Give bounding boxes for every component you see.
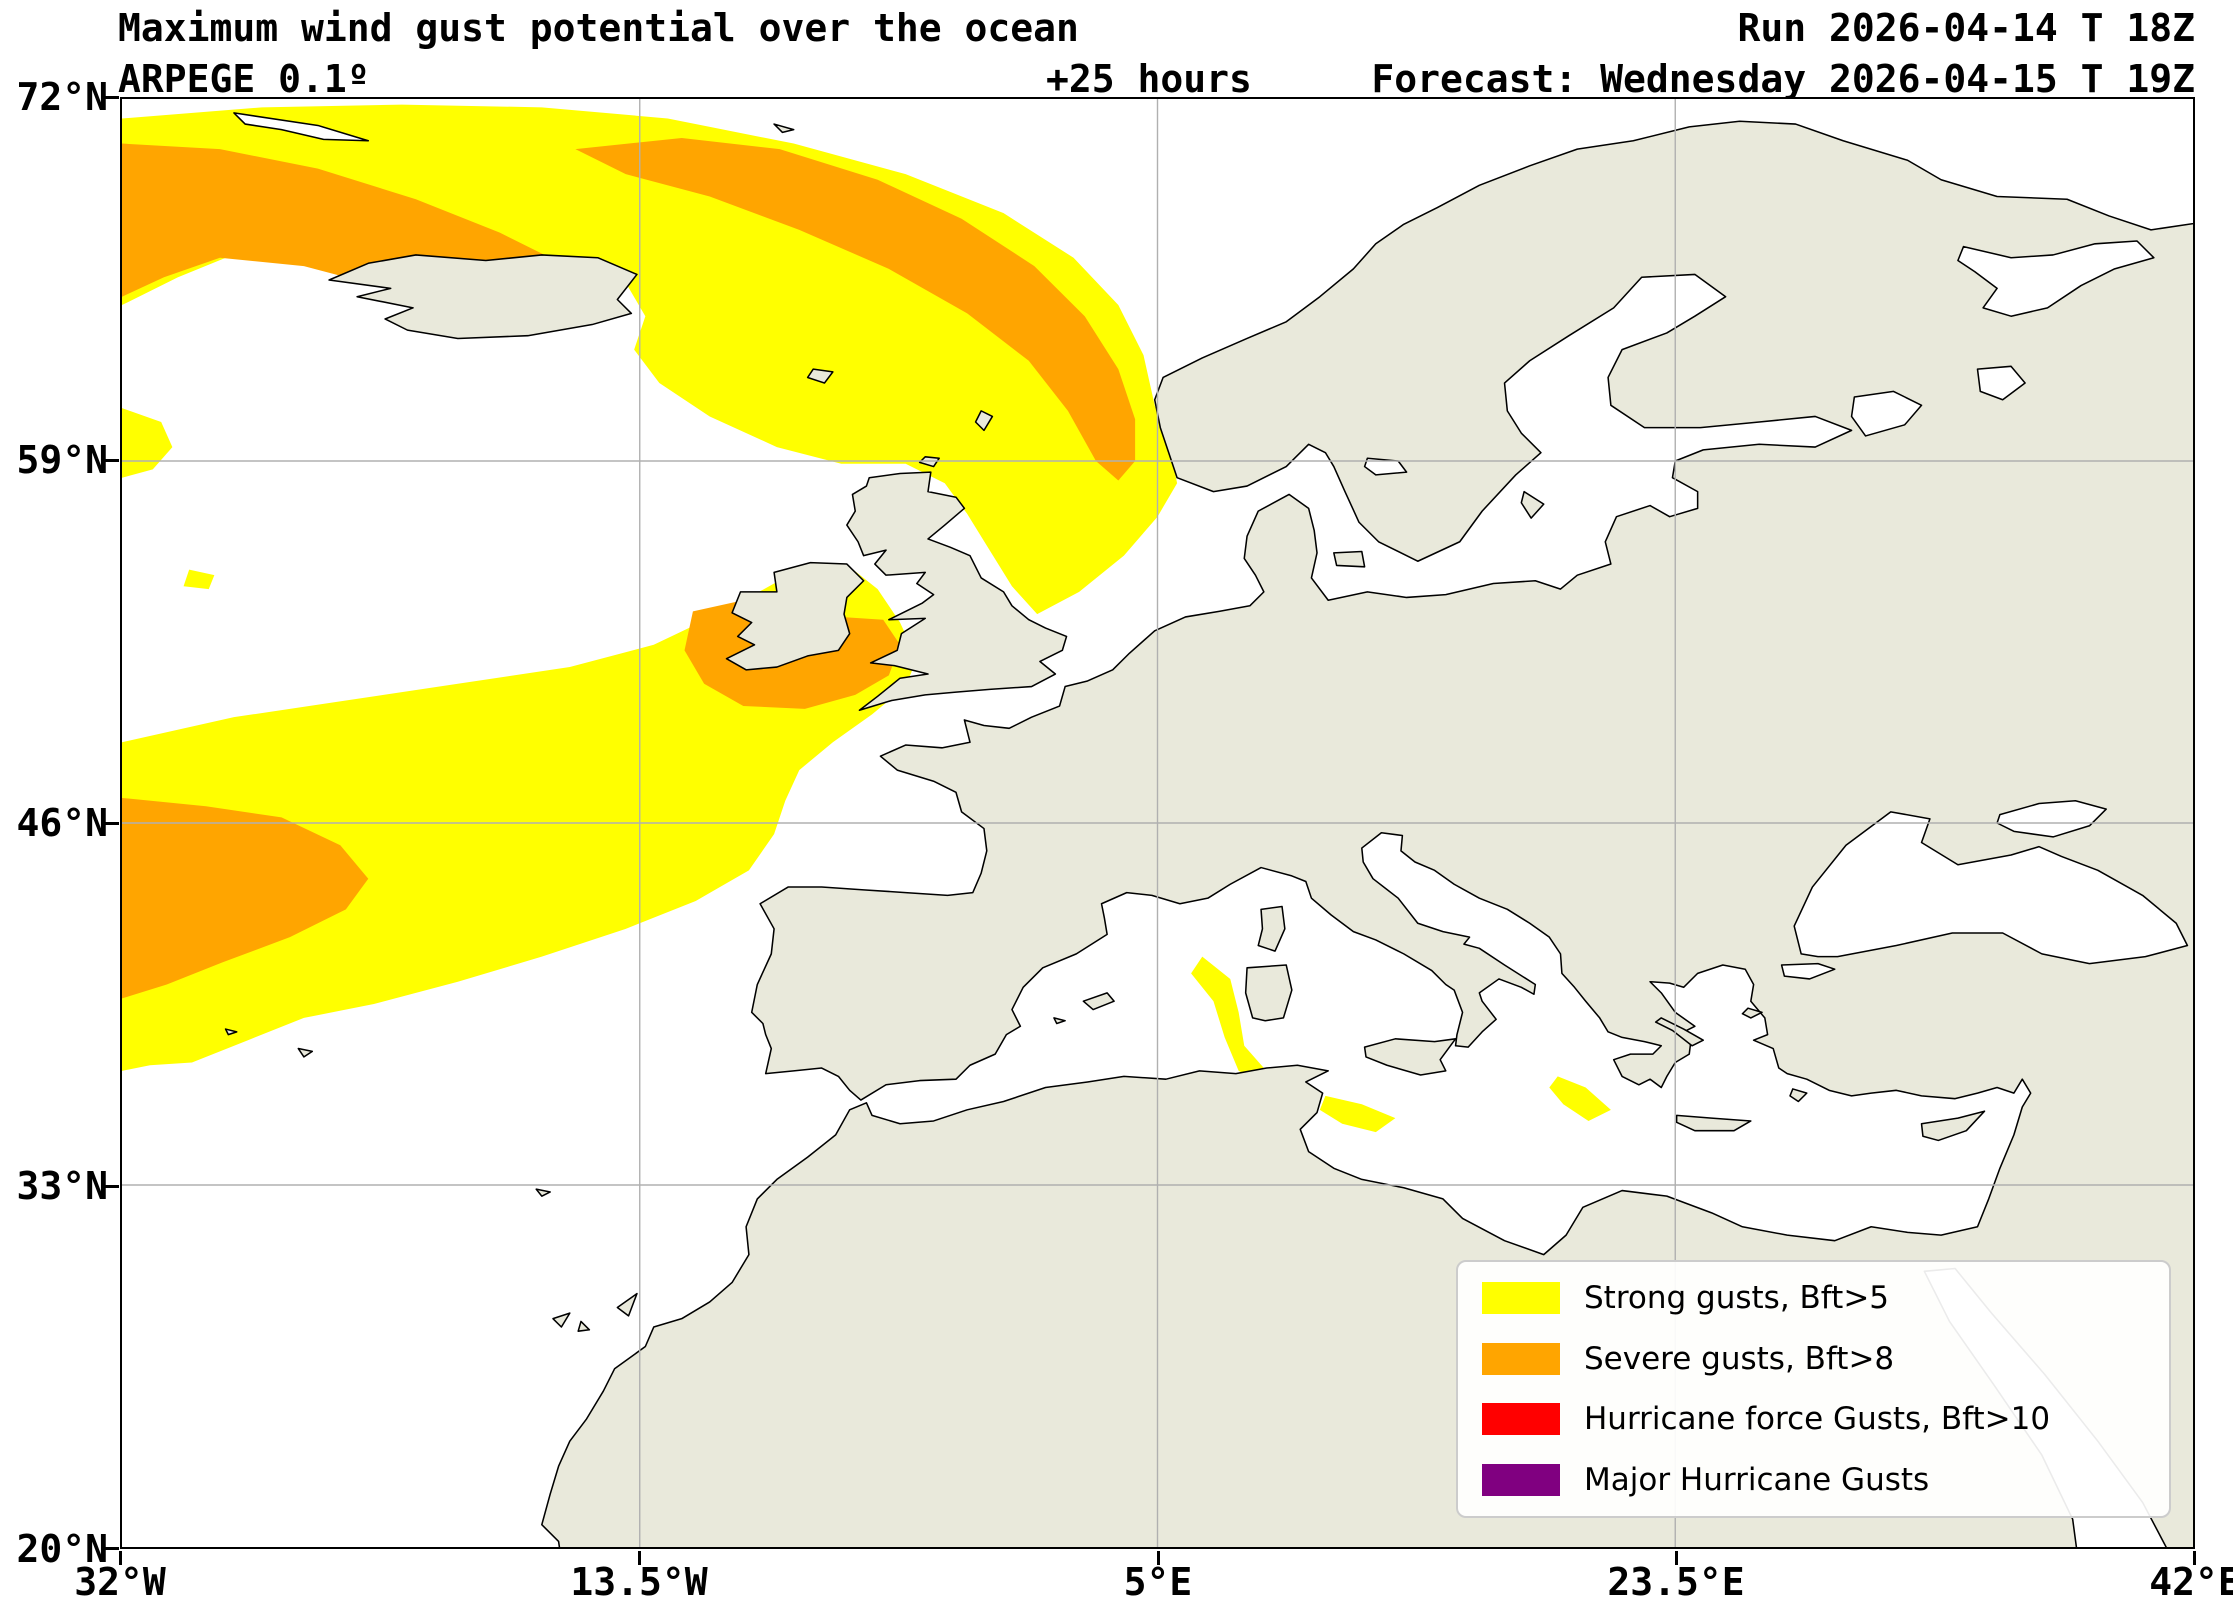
sea-polygon xyxy=(1780,962,1836,980)
axis-tick xyxy=(105,822,119,825)
axis-tick xyxy=(105,1185,119,1188)
land-polygon xyxy=(1789,1088,1808,1103)
run-label: Run 2026-04-14 T 18Z xyxy=(1737,6,2195,50)
axis-tick xyxy=(105,459,119,462)
land-polygon xyxy=(974,410,994,432)
legend-swatch-major-hurricane xyxy=(1482,1463,1560,1496)
lat-label-33n: 33°N xyxy=(16,1164,108,1208)
legend-label-major-hurricane: Major Hurricane Gusts xyxy=(1584,1461,1930,1498)
legend-item-severe: Severe gusts, Bft>8 xyxy=(1482,1341,2159,1377)
land-polygon xyxy=(541,120,2193,1547)
legend-swatch-hurricane xyxy=(1482,1403,1560,1436)
sea-polygon xyxy=(1850,390,1923,437)
legend-item-strong: Strong gusts, Bft>5 xyxy=(1482,1280,2159,1316)
axis-tick xyxy=(105,96,119,99)
lon-label-32w: 32°W xyxy=(74,1560,166,1604)
axis-tick xyxy=(1157,1551,1160,1565)
gust-area-severe xyxy=(122,797,369,999)
gust-area-strong xyxy=(1319,1095,1396,1133)
lat-label-59n: 59°N xyxy=(16,438,108,482)
axis-tick xyxy=(2193,1551,2196,1565)
gust-area-severe xyxy=(575,137,1136,481)
figure-title: Maximum wind gust potential over the oce… xyxy=(118,6,1079,50)
forecast-label: Forecast: Wednesday 2026-04-15 T 19Z xyxy=(1371,57,2195,101)
lead-time-label: +25 hours xyxy=(1046,57,1252,101)
legend-swatch-strong xyxy=(1482,1282,1560,1314)
land-polygon xyxy=(1333,550,1366,568)
land-polygon xyxy=(224,1028,238,1036)
sea-polygon xyxy=(233,112,370,142)
gust-area-strong xyxy=(1191,956,1287,1088)
gust-area-strong xyxy=(183,569,215,590)
land-polygon xyxy=(616,1292,638,1317)
legend-label-strong: Strong gusts, Bft>5 xyxy=(1584,1280,1890,1316)
lon-label-5e: 5°E xyxy=(1123,1560,1193,1604)
legend-swatch-severe xyxy=(1482,1342,1560,1375)
axis-tick xyxy=(638,1551,641,1565)
legend-label-severe: Severe gusts, Bft>8 xyxy=(1584,1340,1895,1377)
land-polygon xyxy=(1675,1114,1752,1132)
axis-tick xyxy=(119,1551,122,1565)
land-polygon xyxy=(328,254,638,340)
land-polygon xyxy=(1082,992,1115,1011)
land-polygon xyxy=(1920,1110,1986,1142)
land-polygon xyxy=(773,123,795,134)
lon-label-42e: 42°E xyxy=(2149,1560,2233,1604)
lon-label-135w: 13.5°W xyxy=(570,1560,708,1604)
gust-area-strong xyxy=(122,408,173,478)
lon-label-235e: 23.5°E xyxy=(1607,1560,1745,1604)
land-polygon xyxy=(846,471,1068,711)
land-polygon xyxy=(1257,905,1286,952)
land-polygon xyxy=(725,561,865,671)
land-polygon xyxy=(806,368,834,384)
land-polygon xyxy=(1053,1017,1066,1025)
lat-label-46n: 46°N xyxy=(16,801,108,845)
axis-tick xyxy=(105,1547,119,1550)
land-polygon xyxy=(552,1312,571,1328)
axis-tick xyxy=(1675,1551,1678,1565)
map-plot-area: Strong gusts, Bft>5 Severe gusts, Bft>8 … xyxy=(120,97,2195,1549)
sea-polygon xyxy=(1976,365,2026,401)
lat-label-72n: 72°N xyxy=(16,75,108,119)
sea-polygon xyxy=(1793,811,2189,965)
land-polygon xyxy=(1244,964,1293,1022)
lat-label-20n: 20°N xyxy=(16,1527,108,1571)
land-polygon xyxy=(1363,1038,1457,1076)
model-label: ARPEGE 0.1º xyxy=(118,57,370,101)
legend: Strong gusts, Bft>5 Severe gusts, Bft>8 … xyxy=(1456,1260,2171,1518)
legend-item-major-hurricane: Major Hurricane Gusts xyxy=(1482,1462,2159,1498)
gust-area-strong xyxy=(1549,1076,1611,1121)
legend-item-hurricane: Hurricane force Gusts, Bft>10 xyxy=(1482,1401,2159,1437)
sea-polygon xyxy=(1957,240,2155,317)
land-polygon xyxy=(577,1320,591,1332)
sea-polygon xyxy=(1996,799,2108,838)
land-polygon xyxy=(1741,1007,1763,1019)
land-polygon xyxy=(297,1047,314,1058)
map-canvas xyxy=(122,99,2193,1547)
legend-label-hurricane: Hurricane force Gusts, Bft>10 xyxy=(1584,1401,2051,1438)
land-polygon xyxy=(1520,490,1545,519)
land-polygon xyxy=(1654,1017,1705,1047)
land-polygon xyxy=(535,1188,551,1197)
